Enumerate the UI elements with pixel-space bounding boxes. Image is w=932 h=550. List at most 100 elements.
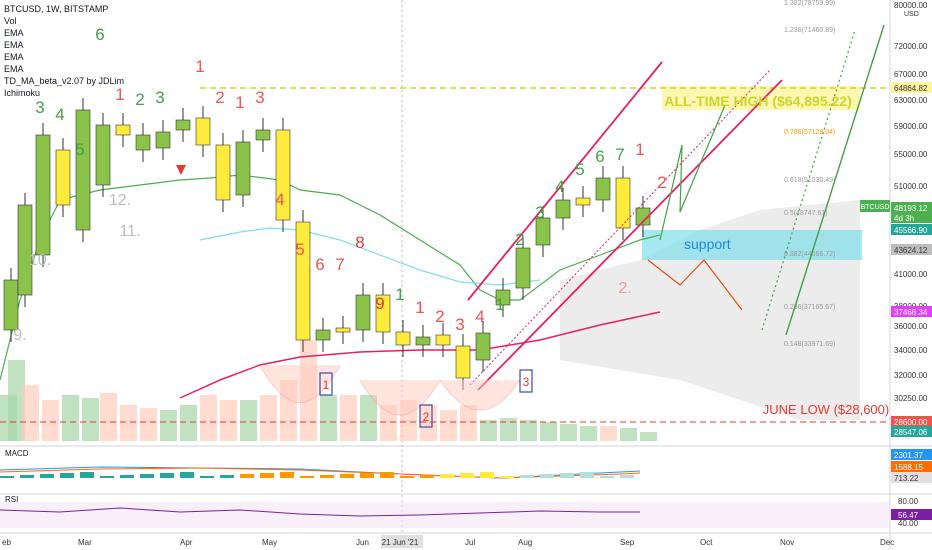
candle-body: [495, 289, 511, 306]
td-count-label: 8: [355, 233, 364, 252]
price-tag-label: 45566.90: [894, 226, 928, 235]
time-axis-label: Sep: [620, 538, 635, 547]
time-axis-label: May: [262, 538, 277, 547]
candle-body: [195, 117, 211, 146]
td-count-label: 6: [315, 255, 324, 274]
candle-body: [3, 279, 19, 331]
volume-bar: [100, 393, 117, 441]
rsi-tick: 40.00: [898, 519, 919, 528]
time-axis-label: Jul: [465, 538, 475, 547]
price-tag-label: 4d 3h: [894, 214, 914, 223]
legend-ichimoku[interactable]: Ichimoku: [4, 88, 41, 98]
volume-bar: [82, 398, 99, 441]
td-count-label: 1: [115, 85, 124, 104]
td-count-label: 7: [335, 255, 344, 274]
td-count-label: 2: [215, 88, 224, 107]
legend-ema-3[interactable]: EMA: [4, 52, 24, 62]
candle-body: [215, 144, 231, 201]
fib-level-label: 1.236(71460.89): [784, 27, 835, 34]
candle-body: [95, 124, 111, 186]
macd-histogram-bar: [460, 473, 474, 478]
td-count-bottom-label: 2.: [618, 280, 631, 297]
volume-bar: [540, 422, 557, 441]
volume-bar: [8, 360, 25, 441]
price-tick: 59000.00: [894, 122, 928, 131]
candle-body: [315, 329, 331, 341]
macd-histogram-bar: [0, 476, 14, 478]
btc-tag-bg: [860, 200, 890, 212]
june-low-label: JUNE LOW ($28,600): [763, 402, 889, 417]
wave-box: [519, 369, 533, 393]
price-tick: 41000.00: [894, 270, 928, 279]
legend-ema-4[interactable]: EMA: [4, 64, 24, 74]
candle-body: [155, 131, 171, 149]
price-tag-bg: [891, 416, 932, 427]
fib-level-label: 0.382(44666.72): [784, 251, 835, 258]
macd-signal-line: [0, 467, 641, 479]
volume-bar: [180, 405, 197, 441]
candle-body: [255, 129, 271, 141]
wave-box-label: 3: [523, 375, 530, 389]
projection-down: [647, 259, 743, 311]
volume-bar: [340, 395, 357, 441]
legend-symbol[interactable]: BTCUSD, 1W, BITSTAMP: [4, 4, 109, 14]
td-count-label: 1: [235, 93, 244, 112]
rsi-label: RSI: [5, 495, 18, 504]
td-count-bottom-label: 9.: [13, 327, 26, 344]
volume-bar: [160, 410, 177, 441]
macd-histogram-bar: [620, 475, 634, 478]
volume-bar: [62, 395, 79, 441]
macd-histogram-bar: [600, 476, 614, 478]
projection-long: [785, 24, 885, 336]
candle-body: [595, 177, 611, 201]
td-count-label: 6: [95, 25, 104, 44]
wave-box: [419, 404, 433, 428]
candle-body: [35, 134, 51, 256]
btc-tag-label: BTCUSD: [861, 204, 890, 211]
macd-histogram-bar: [160, 473, 174, 478]
legend-ema-1[interactable]: EMA: [4, 28, 24, 38]
td-count-bottom-label: 11.: [119, 223, 140, 240]
time-axis-label: Aug: [518, 538, 532, 547]
volume-bar: [460, 405, 477, 441]
price-tag-bg: [891, 244, 932, 255]
macd-tag-label: 2301.37: [894, 451, 923, 460]
candle-body: [555, 199, 571, 219]
time-axis-label: 21 Jun '21: [382, 538, 419, 547]
candle-body: [295, 221, 311, 341]
ema-line-magenta: [179, 311, 661, 399]
volume-bar: [560, 424, 577, 441]
fib-level-label: 0.786(57128.04): [784, 129, 835, 136]
legend-vol[interactable]: Vol: [4, 16, 17, 26]
macd-histogram-bar: [320, 475, 334, 478]
volume-bar: [520, 420, 537, 441]
legend-ema-2[interactable]: EMA: [4, 40, 24, 50]
td-count-label: 1: [415, 298, 424, 317]
time-axis-label: Nov: [780, 538, 794, 547]
macd-histogram-bar: [420, 475, 434, 478]
td-count-label: 2: [657, 173, 666, 192]
volume-bar: [600, 426, 617, 441]
macd-histogram-bar: [580, 472, 594, 478]
td-count-label: 3: [155, 88, 164, 107]
candle-body: [615, 177, 631, 229]
macd-histogram-bar: [340, 474, 354, 478]
price-tick: 67000.00: [894, 70, 928, 79]
ema-line-cyan: [199, 227, 541, 286]
legend-td-indicator[interactable]: TD_MA_beta_v2.07 by JDLim: [4, 76, 125, 86]
candle-body: [75, 109, 91, 231]
candle-body: [135, 134, 151, 151]
price-tag-label: 28600.00: [894, 418, 928, 427]
candle-body: [55, 149, 71, 206]
td-count-label: 3: [535, 203, 544, 222]
fib-level-label: 0.148(33971.69): [784, 341, 835, 348]
price-tag-label: 43624.12: [894, 246, 928, 255]
volume-bar: [500, 418, 517, 441]
price-tick: 32000.00: [894, 371, 928, 380]
td-count-label: 2: [435, 307, 444, 326]
macd-histogram-bar: [540, 474, 554, 478]
macd-histogram-bar: [480, 472, 494, 478]
volume-bar: [440, 410, 457, 441]
price-tag-bg: [891, 212, 932, 223]
